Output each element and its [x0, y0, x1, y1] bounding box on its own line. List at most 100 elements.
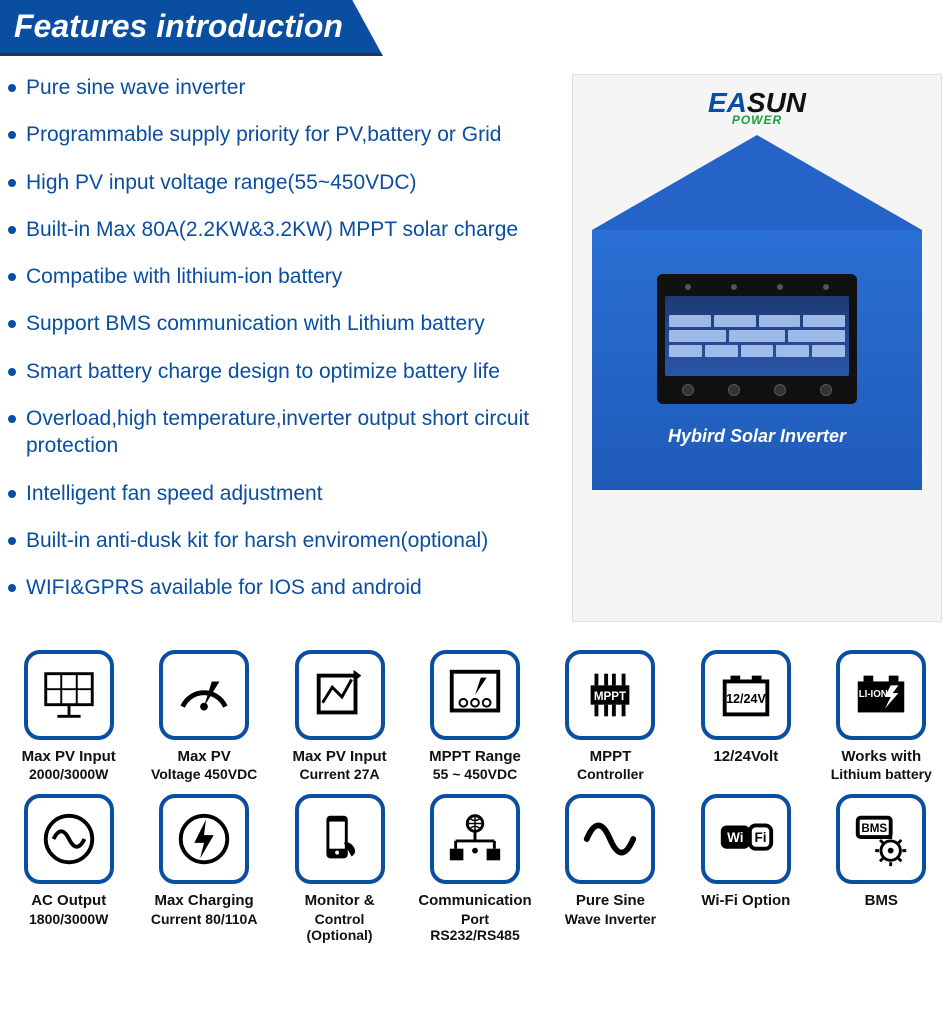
bullet-icon [8, 415, 16, 423]
spec-card: Max PV InputCurrent 27A [281, 650, 398, 783]
content-row: Pure sine wave inverter Programmable supp… [0, 74, 950, 622]
feature-text: Support BMS communication with Lithium b… [26, 310, 485, 337]
product-image-box: EASUN POWER H [572, 74, 942, 622]
feature-item: High PV input voltage range(55~450VDC) [8, 169, 556, 196]
lcd-leds [665, 282, 849, 292]
header-title: Features introduction [0, 0, 383, 56]
spec-sub: 2000/3000W [10, 766, 127, 782]
feature-item: Built-in anti-dusk kit for harsh envirom… [8, 527, 556, 554]
feature-item: Pure sine wave inverter [8, 74, 556, 101]
spec-card: 12/24V 12/24Volt [687, 650, 804, 783]
brand-logo: EASUN POWER [573, 87, 941, 127]
spec-card: BMS BMS [823, 794, 940, 943]
spec-card: Max PVVoltage 450VDC [145, 650, 262, 783]
feature-item: Smart battery charge design to optimize … [8, 358, 556, 385]
spec-title: Max PV Input [10, 748, 127, 767]
lcd-screen [665, 296, 849, 376]
spec-card: AC Output1800/3000W [10, 794, 127, 943]
feature-text: Built-in Max 80A(2.2KW&3.2KW) MPPT solar… [26, 216, 518, 243]
specs-grid: Max PV Input2000/3000WMax PVVoltage 450V… [0, 622, 950, 944]
spec-sub: Control (Optional) [281, 911, 398, 943]
spec-title: Max PV [145, 748, 262, 767]
bullet-icon [8, 179, 16, 187]
svg-text:MPPT: MPPT [594, 689, 626, 702]
spec-card: Wi Fi Wi-Fi Option [687, 794, 804, 943]
spec-title: Max PV Input [281, 748, 398, 767]
feature-item: Programmable supply priority for PV,batt… [8, 121, 556, 148]
spec-title: 12/24Volt [687, 748, 804, 767]
li-ion-icon: LI-ION [836, 650, 926, 740]
bullet-icon [8, 84, 16, 92]
spec-title: Wi-Fi Option [687, 892, 804, 911]
svg-text:12/24V: 12/24V [726, 691, 766, 705]
inverter-device: Hybird Solar Inverter [592, 135, 922, 490]
bullet-icon [8, 320, 16, 328]
svg-text:BMS: BMS [862, 823, 888, 836]
spec-sub: 1800/3000W [10, 911, 127, 927]
gauge-icon [159, 650, 249, 740]
feature-text: Pure sine wave inverter [26, 74, 245, 101]
spec-card: Max PV Input2000/3000W [10, 650, 127, 783]
spec-card: Monitor &Control (Optional) [281, 794, 398, 943]
spec-title: Pure Sine [552, 892, 669, 911]
bullet-icon [8, 490, 16, 498]
bullet-icon [8, 584, 16, 592]
feature-text: Compatibe with lithium-ion battery [26, 263, 342, 290]
spec-title: MPPT Range [416, 748, 533, 767]
features-list: Pure sine wave inverter Programmable supp… [8, 74, 562, 622]
spec-sub: Controller [552, 766, 669, 782]
spec-title: Works with [823, 748, 940, 767]
bms-icon: BMS [836, 794, 926, 884]
bullet-icon [8, 226, 16, 234]
feature-text: Smart battery charge design to optimize … [26, 358, 500, 385]
spec-title: BMS [823, 892, 940, 911]
spec-card: LI-ION Works withLithium battery [823, 650, 940, 783]
spec-title: Max Charging [145, 892, 262, 911]
feature-text: High PV input voltage range(55~450VDC) [26, 169, 417, 196]
feature-item: Overload,high temperature,inverter outpu… [8, 405, 556, 460]
spec-card: CommunicationPort RS232/RS485 [416, 794, 533, 943]
feature-item: WIFI&GPRS available for IOS and android [8, 574, 556, 601]
chart-box-icon [295, 650, 385, 740]
feature-item: Compatibe with lithium-ion battery [8, 263, 556, 290]
spec-sub: 55 ~ 450VDC [416, 766, 533, 782]
mppt-chip-icon: MPPT [565, 650, 655, 740]
bullet-icon [8, 273, 16, 281]
bullet-icon [8, 131, 16, 139]
spec-title: AC Output [10, 892, 127, 911]
wifi-icon: Wi Fi [701, 794, 791, 884]
svg-text:Fi: Fi [754, 830, 766, 845]
bolt-icon [159, 794, 249, 884]
spec-title: Communication [416, 892, 533, 911]
spec-sub: Voltage 450VDC [145, 766, 262, 782]
spec-card: MPPTMPPTController [552, 650, 669, 783]
device-label: Hybird Solar Inverter [668, 426, 846, 447]
lcd-buttons [665, 380, 849, 396]
meter-icon [430, 650, 520, 740]
solar-panel-icon [24, 650, 114, 740]
lcd-panel [657, 274, 857, 404]
brand-power: POWER [573, 113, 941, 127]
sine-icon [565, 794, 655, 884]
feature-item: Support BMS communication with Lithium b… [8, 310, 556, 337]
spec-sub: Lithium battery [823, 766, 940, 782]
battery-icon: 12/24V [701, 650, 791, 740]
spec-card: MPPT Range55 ~ 450VDC [416, 650, 533, 783]
spec-card: Max ChargingCurrent 80/110A [145, 794, 262, 943]
device-body: Hybird Solar Inverter [592, 230, 922, 490]
feature-item: Intelligent fan speed adjustment [8, 480, 556, 507]
spec-title: MPPT [552, 748, 669, 767]
feature-text: Programmable supply priority for PV,batt… [26, 121, 501, 148]
network-icon [430, 794, 520, 884]
spec-card: Pure SineWave Inverter [552, 794, 669, 943]
spec-title: Monitor & [281, 892, 398, 911]
bullet-icon [8, 537, 16, 545]
spec-sub: Current 80/110A [145, 911, 262, 927]
svg-text:Wi: Wi [727, 830, 743, 845]
device-top [592, 135, 922, 230]
svg-text:LI-ION: LI-ION [859, 689, 888, 700]
feature-text: Built-in anti-dusk kit for harsh envirom… [26, 527, 488, 554]
phone-touch-icon [295, 794, 385, 884]
feature-item: Built-in Max 80A(2.2KW&3.2KW) MPPT solar… [8, 216, 556, 243]
ac-wave-icon [24, 794, 114, 884]
